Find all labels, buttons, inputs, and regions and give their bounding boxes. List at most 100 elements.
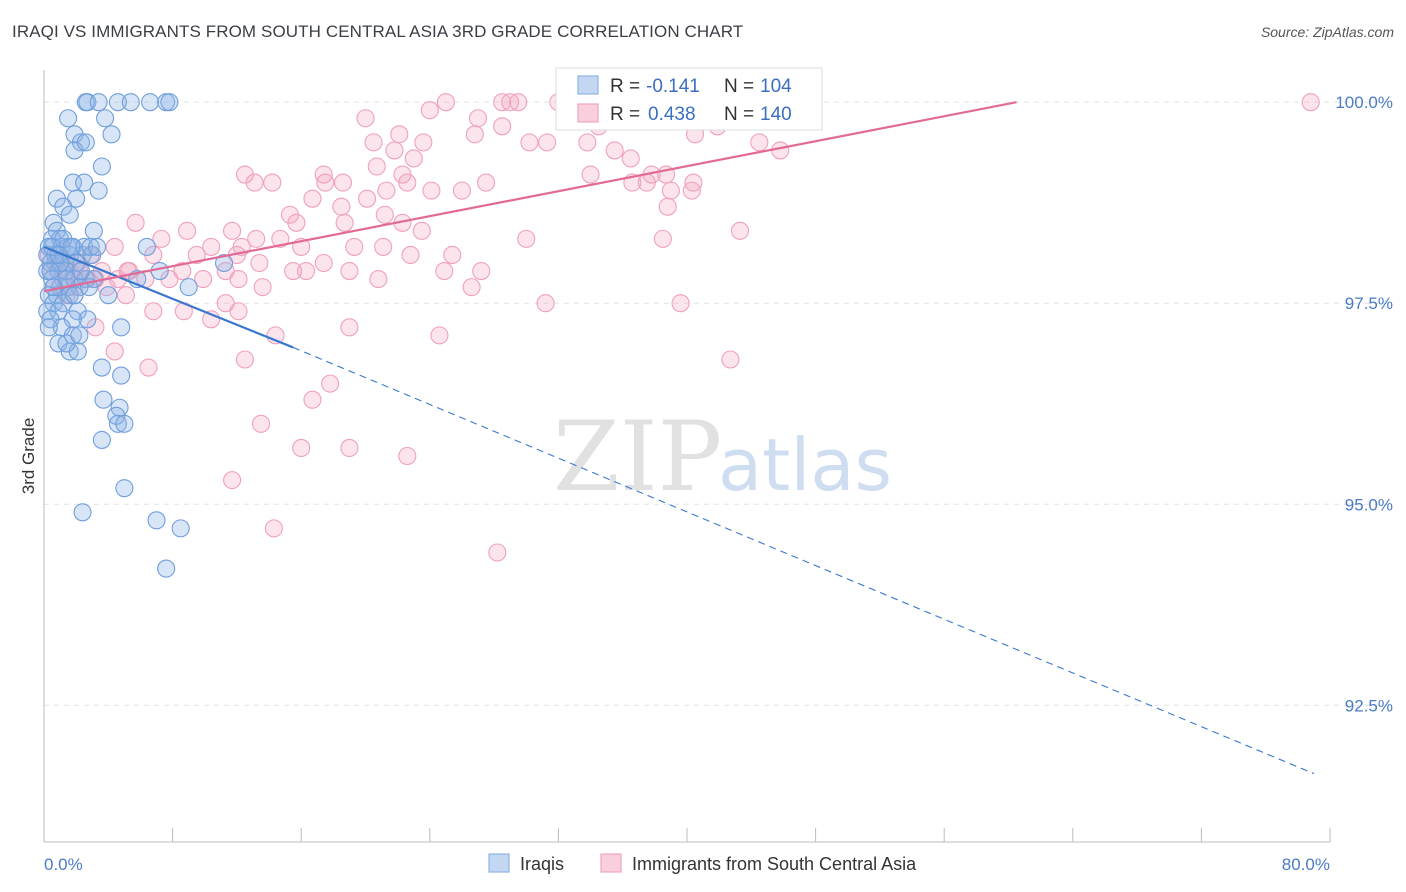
- point-iraqis: [87, 237, 107, 256]
- legend-r-label-1: R =: [610, 76, 640, 97]
- point-iraqis: [92, 358, 111, 377]
- point-iraqis: [75, 173, 94, 192]
- point-iraqis: [112, 366, 131, 385]
- point-south-central-asia: [105, 342, 124, 361]
- point-south-central-asia: [333, 173, 353, 192]
- legend-box: [555, 67, 823, 131]
- point-iraqis: [67, 189, 86, 208]
- point-south-central-asia: [303, 390, 322, 409]
- point-south-central-asia: [377, 181, 396, 200]
- point-iraqis: [112, 318, 131, 337]
- point-south-central-asia: [223, 221, 242, 240]
- point-iraqis: [76, 133, 95, 152]
- point-south-central-asia: [658, 197, 677, 216]
- point-iraqis: [59, 109, 78, 128]
- point-south-central-asia: [335, 213, 354, 232]
- point-south-central-asia: [538, 133, 557, 152]
- point-south-central-asia: [493, 93, 512, 112]
- point-iraqis: [65, 286, 84, 305]
- point-iraqis: [102, 125, 121, 144]
- point-south-central-asia: [223, 471, 242, 490]
- legend-n-value-2: 140: [760, 104, 792, 125]
- point-south-central-asia: [152, 229, 171, 248]
- point-iraqis: [99, 286, 118, 305]
- y-tick-label: 92.5%: [1345, 696, 1393, 715]
- point-south-central-asia: [385, 141, 404, 160]
- point-south-central-asia: [105, 237, 124, 256]
- point-south-central-asia: [390, 125, 409, 144]
- point-south-central-asia: [581, 165, 600, 184]
- point-south-central-asia: [356, 109, 375, 128]
- legend-r-value-2: 0.438: [648, 104, 696, 125]
- legend-r-value-1: -0.141: [646, 76, 700, 97]
- point-iraqis: [157, 559, 176, 578]
- chart-source: Source: ZipAtlas.com: [1260, 24, 1394, 40]
- series-legend: Iraqis Immigrants from South Central Asi…: [488, 853, 917, 874]
- legend-n-label-1: N =: [724, 76, 754, 97]
- point-south-central-asia: [332, 197, 351, 216]
- point-south-central-asia: [126, 213, 145, 232]
- point-iraqis: [160, 93, 179, 112]
- point-iraqis: [73, 503, 92, 522]
- point-south-central-asia: [536, 294, 555, 313]
- point-south-central-asia: [671, 294, 690, 313]
- point-iraqis: [141, 93, 160, 112]
- y-tick-label: 100.0%: [1335, 93, 1393, 112]
- legend-bottom-swatch-iraqis: [488, 853, 510, 873]
- trend-line-iraqis-extrapolated: [292, 346, 1315, 775]
- point-south-central-asia: [517, 229, 536, 248]
- point-south-central-asia: [436, 93, 455, 112]
- point-iraqis: [137, 237, 156, 256]
- point-south-central-asia: [477, 173, 496, 192]
- point-iraqis: [108, 414, 127, 433]
- point-south-central-asia: [375, 205, 394, 224]
- point-south-central-asia: [493, 117, 512, 136]
- legend-bottom-label-south-central-asia: Immigrants from South Central Asia: [632, 854, 917, 874]
- point-iraqis: [39, 318, 58, 337]
- point-iraqis: [121, 93, 140, 112]
- y-axis-title: 3rd Grade: [19, 418, 38, 495]
- point-south-central-asia: [605, 141, 624, 160]
- point-iraqis: [81, 237, 100, 256]
- point-south-central-asia: [653, 229, 672, 248]
- point-iraqis: [57, 334, 76, 353]
- point-south-central-asia: [578, 133, 597, 152]
- point-south-central-asia: [435, 261, 454, 281]
- point-south-central-asia: [340, 261, 359, 281]
- y-tick-label: 95.0%: [1345, 495, 1393, 514]
- point-south-central-asia: [412, 221, 431, 240]
- point-iraqis: [60, 205, 79, 224]
- chart-title: IRAQI VS IMMIGRANTS FROM SOUTH CENTRAL A…: [12, 22, 744, 41]
- point-south-central-asia: [247, 229, 266, 248]
- point-south-central-asia: [303, 189, 322, 208]
- legend-n-value-1: 104: [760, 76, 792, 97]
- watermark: ZIP atlas: [553, 401, 892, 513]
- point-south-central-asia: [452, 181, 472, 200]
- point-south-central-asia: [144, 302, 163, 321]
- point-south-central-asia: [684, 173, 703, 192]
- legend-bottom-swatch-south-central-asia: [600, 853, 622, 873]
- point-iraqis: [96, 109, 115, 128]
- point-south-central-asia: [316, 173, 335, 192]
- point-south-central-asia: [621, 149, 640, 168]
- point-south-central-asia: [661, 181, 680, 200]
- point-iraqis: [78, 310, 97, 329]
- point-iraqis: [115, 414, 134, 433]
- point-iraqis: [150, 261, 169, 281]
- point-south-central-asia: [430, 326, 449, 345]
- point-iraqis: [115, 479, 134, 498]
- watermark-atlas: atlas: [718, 423, 892, 507]
- x-tick-label-min: 0.0%: [44, 855, 83, 874]
- x-tick-label-max: 80.0%: [1282, 855, 1330, 874]
- point-south-central-asia: [422, 181, 441, 200]
- point-iraqis: [179, 278, 198, 297]
- point-south-central-asia: [178, 221, 197, 240]
- point-south-central-asia: [398, 173, 417, 192]
- point-south-central-asia: [251, 414, 271, 433]
- point-south-central-asia: [462, 278, 481, 297]
- point-south-central-asia: [284, 261, 303, 281]
- point-south-central-asia: [358, 189, 377, 208]
- point-iraqis: [94, 390, 113, 409]
- legend-r-label-2: R =: [610, 104, 640, 125]
